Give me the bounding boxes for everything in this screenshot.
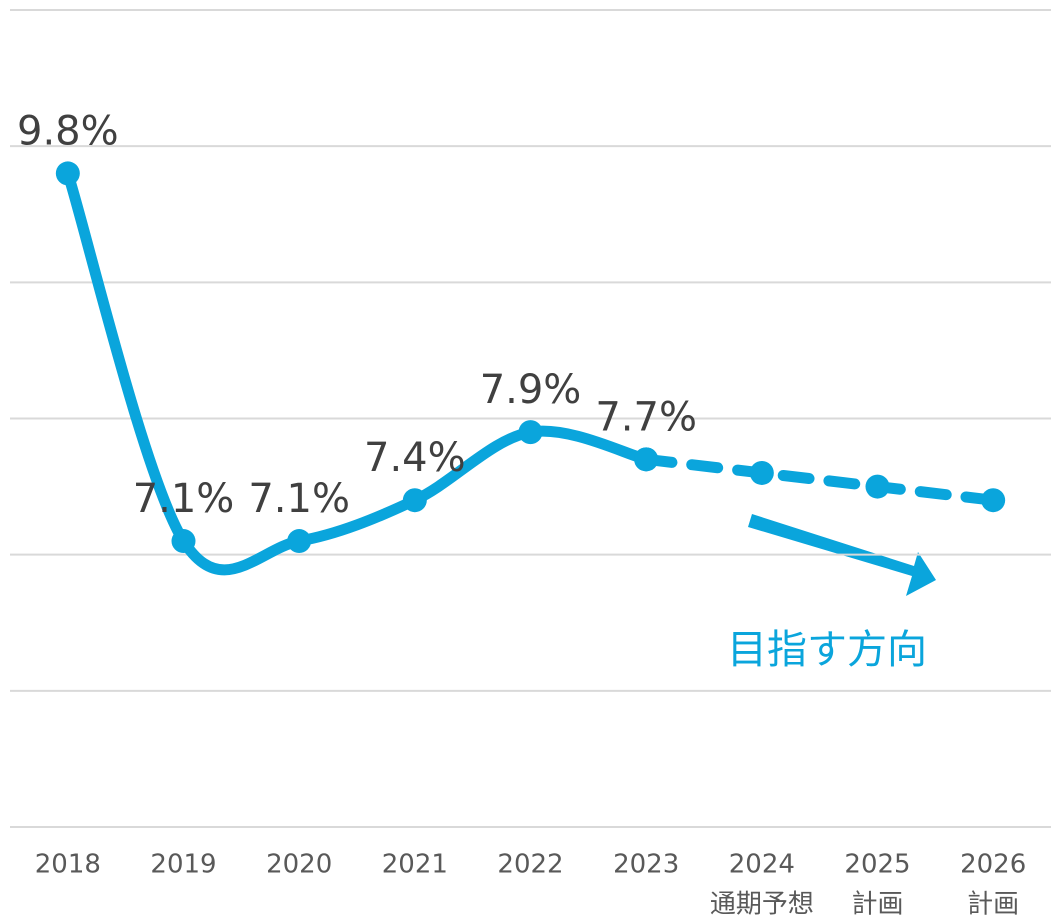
- data-label: 7.9%: [480, 367, 582, 413]
- point: [981, 488, 1006, 513]
- x-tick-note: 計画: [851, 890, 903, 920]
- point: [634, 447, 659, 472]
- point: [55, 161, 80, 186]
- x-tick-label: 2025: [844, 850, 910, 880]
- point: [749, 460, 774, 485]
- x-tick-note: 通期予想: [710, 890, 814, 920]
- x-tick-label: 2022: [497, 850, 563, 880]
- point: [865, 474, 890, 499]
- annotation: 目指す方向: [727, 627, 927, 673]
- data-label: 7.1%: [248, 476, 350, 522]
- point: [287, 529, 312, 554]
- x-tick-note: 計画: [967, 890, 1019, 920]
- point: [518, 420, 543, 445]
- x-tick-label: 2026: [960, 850, 1026, 880]
- point: [402, 488, 427, 513]
- data-label: 7.7%: [595, 394, 697, 440]
- x-tick-label: 2023: [613, 850, 679, 880]
- x-tick-label: 2020: [266, 850, 332, 880]
- data-label: 7.1%: [133, 476, 235, 522]
- line: [640, 453, 999, 506]
- x-tick-label: 2019: [150, 850, 216, 880]
- data-label: 7.4%: [364, 435, 466, 481]
- x-tick-label: 2024: [729, 850, 795, 880]
- data-label: 9.8%: [17, 108, 119, 154]
- x-tick-label: 2021: [382, 850, 448, 880]
- point: [171, 529, 196, 554]
- x-tick-label: 2018: [35, 850, 101, 880]
